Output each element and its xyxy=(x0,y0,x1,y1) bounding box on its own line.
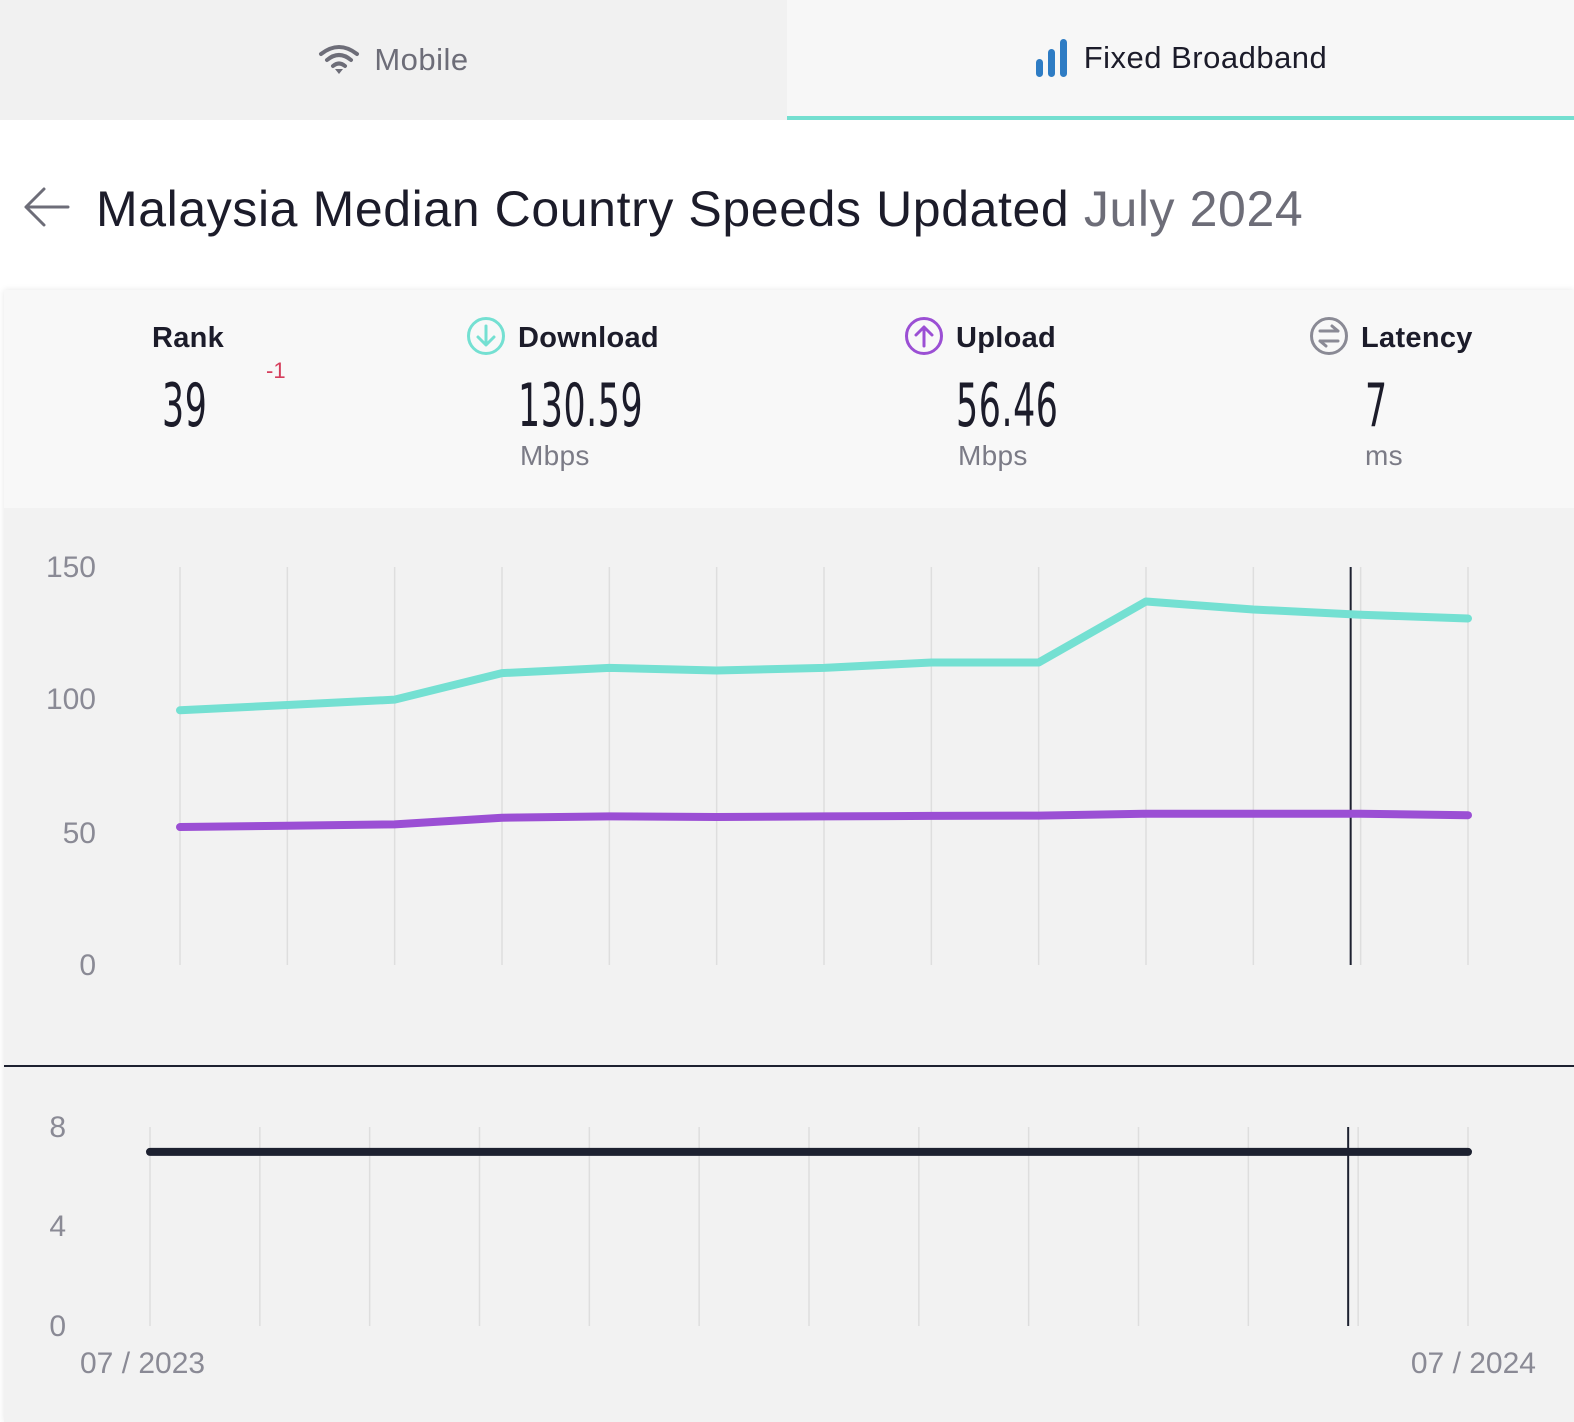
speed-series-line-0 xyxy=(176,597,1472,715)
connection-type-tabs: Mobile Fixed Broadband xyxy=(0,0,1574,120)
speed-y-tick-label: 0 xyxy=(79,949,96,982)
download-value: 130.59 xyxy=(518,371,644,441)
upload-arrow-icon xyxy=(904,316,944,361)
speed-series-line-1 xyxy=(176,809,1472,832)
latency-value: 7 xyxy=(1365,371,1388,441)
stats-row: Rank 39 -1 Download 130.59 Mbps xyxy=(4,290,1574,508)
upload-value: 56.46 xyxy=(956,371,1059,441)
back-arrow-icon xyxy=(22,185,70,234)
latency-y-tick-label: 0 xyxy=(49,1310,66,1343)
speed-history-charts: 150 100 50 0 8 4 0 07 / 2023 07 / 2024 xyxy=(4,508,1574,1422)
stat-download: Download 130.59 Mbps xyxy=(466,316,734,472)
tab-mobile[interactable]: Mobile xyxy=(0,0,787,120)
charts-svg: 150 100 50 0 8 4 0 07 / 2023 07 / 2024 xyxy=(4,551,1574,1380)
latency-y-tick-label: 8 xyxy=(49,1111,66,1144)
tab-fixed-broadband[interactable]: Fixed Broadband xyxy=(787,0,1574,120)
download-label: Download xyxy=(518,321,659,354)
upload-unit: Mbps xyxy=(958,440,1028,471)
stat-latency: Latency 7 ms xyxy=(1309,316,1473,472)
upload-label: Upload xyxy=(956,321,1057,354)
page-title-main: Malaysia Median Country Speeds Updated xyxy=(96,181,1070,237)
latency-unit: ms xyxy=(1365,440,1403,471)
page-header: Malaysia Median Country Speeds Updated J… xyxy=(22,176,1303,242)
page-title: Malaysia Median Country Speeds Updated J… xyxy=(96,180,1303,238)
back-button[interactable] xyxy=(22,184,72,234)
speed-y-tick-label: 100 xyxy=(46,683,96,716)
latency-label: Latency xyxy=(1361,321,1473,354)
rank-label: Rank xyxy=(152,321,225,354)
page-title-date: July 2024 xyxy=(1083,181,1304,237)
wifi-icon xyxy=(318,44,360,76)
download-unit: Mbps xyxy=(520,440,590,471)
latency-y-tick-label: 4 xyxy=(49,1210,66,1243)
download-arrow-icon xyxy=(466,316,506,361)
x-start-label: 07 / 2023 xyxy=(80,1347,205,1380)
speed-y-tick-label: 150 xyxy=(46,551,96,584)
tab-fixed-broadband-label: Fixed Broadband xyxy=(1083,40,1328,75)
speed-y-tick-label: 50 xyxy=(63,817,96,850)
rank-change: -1 xyxy=(266,358,286,383)
rank-value: 39 xyxy=(162,371,208,441)
stat-rank: Rank 39 xyxy=(152,316,240,441)
signal-bars-icon xyxy=(1034,37,1070,79)
speeds-card: Rank 39 -1 Download 130.59 Mbps xyxy=(4,290,1574,1422)
x-end-label: 07 / 2024 xyxy=(1411,1347,1536,1380)
stat-upload: Upload 56.46 Mbps xyxy=(904,316,1133,472)
tab-mobile-label: Mobile xyxy=(374,42,469,77)
latency-icon xyxy=(1309,316,1349,361)
